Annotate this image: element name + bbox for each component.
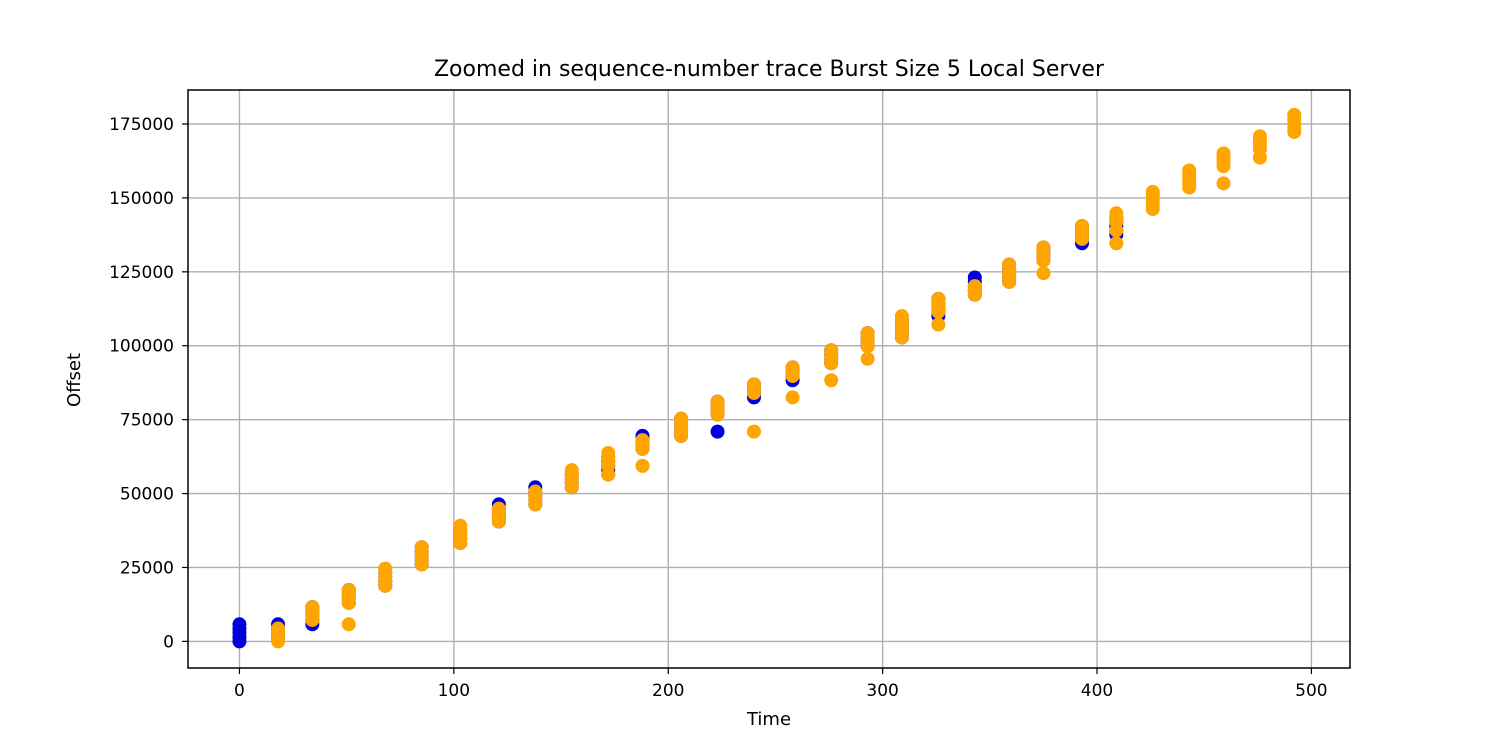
x-tick-label: 400 xyxy=(1081,681,1113,701)
data-point xyxy=(1002,257,1017,272)
y-tick-label: 175000 xyxy=(109,115,174,135)
data-point xyxy=(1145,184,1160,199)
data-point xyxy=(1036,266,1051,281)
data-point xyxy=(824,343,839,358)
data-point xyxy=(860,326,875,341)
data-point xyxy=(967,279,982,294)
y-tick-label: 125000 xyxy=(109,263,174,283)
y-tick-label: 0 xyxy=(163,632,174,652)
data-point xyxy=(1075,219,1090,234)
data-point xyxy=(746,424,761,439)
data-point xyxy=(746,377,761,392)
data-point xyxy=(491,501,506,516)
data-point xyxy=(1252,129,1267,144)
data-point xyxy=(1036,240,1051,255)
data-point xyxy=(824,373,839,388)
data-point xyxy=(710,424,725,439)
data-point xyxy=(453,518,468,533)
data-point xyxy=(1109,236,1124,251)
y-tick-label: 75000 xyxy=(120,411,174,431)
data-point xyxy=(1216,176,1231,191)
data-point xyxy=(271,621,286,636)
data-point xyxy=(1287,107,1302,122)
data-point xyxy=(341,617,356,632)
data-point xyxy=(414,540,429,555)
data-point xyxy=(1216,146,1231,161)
data-point xyxy=(710,394,725,409)
data-point xyxy=(931,291,946,306)
x-tick-label: 100 xyxy=(438,681,470,701)
data-point xyxy=(1182,163,1197,178)
data-point xyxy=(378,561,393,576)
data-point xyxy=(601,446,616,461)
data-point xyxy=(674,411,689,426)
x-tick-label: 200 xyxy=(652,681,684,701)
data-points xyxy=(232,107,1302,649)
data-point xyxy=(564,463,579,478)
data-point xyxy=(635,433,650,448)
data-point xyxy=(1109,206,1124,221)
data-point xyxy=(785,390,800,405)
grid-lines xyxy=(188,90,1350,668)
data-point xyxy=(931,317,946,332)
x-tick-label: 0 xyxy=(234,681,245,701)
y-tick-label: 100000 xyxy=(109,337,174,357)
y-axis-label: Offset xyxy=(64,353,85,407)
y-tick-label: 25000 xyxy=(120,558,174,578)
data-point xyxy=(305,600,320,615)
plot-frame xyxy=(187,89,1351,669)
y-tick-label: 50000 xyxy=(120,485,174,505)
data-point xyxy=(860,351,875,366)
data-point xyxy=(894,309,909,324)
data-point xyxy=(341,583,356,598)
data-point xyxy=(635,458,650,473)
chart-title: Zoomed in sequence-number trace Burst Si… xyxy=(434,57,1105,82)
x-axis-label: Time xyxy=(746,709,791,730)
x-tick-label: 300 xyxy=(866,681,898,701)
data-point xyxy=(785,360,800,375)
data-point xyxy=(232,617,247,632)
series-1 xyxy=(271,107,1302,649)
data-point xyxy=(528,484,543,499)
axis-ticks: 0 100 200 300 400 500 0 25000 50000 75000 100000 12… xyxy=(109,115,1328,701)
x-tick-label: 500 xyxy=(1295,681,1327,701)
y-tick-label: 150000 xyxy=(109,189,174,209)
